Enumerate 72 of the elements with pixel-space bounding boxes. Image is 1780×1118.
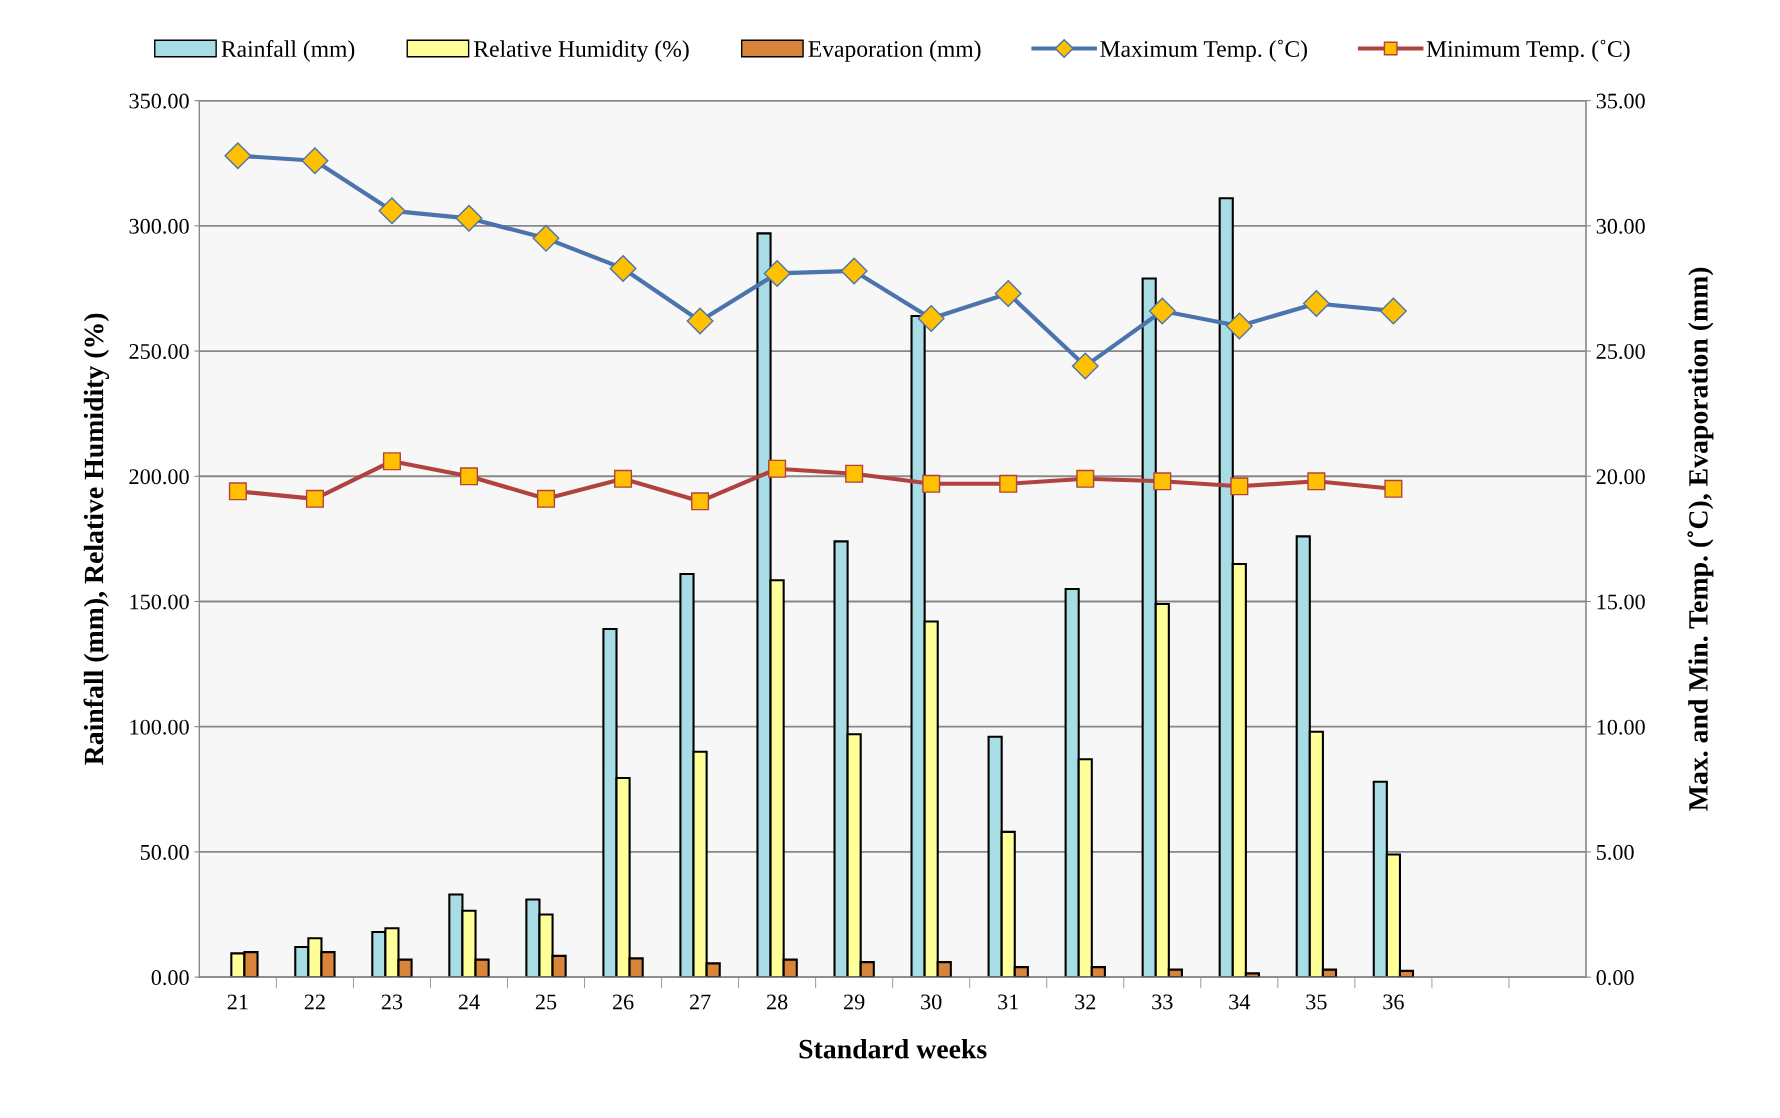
legend-label: Relative Humidity (%) [474,40,689,62]
point [536,489,556,508]
x-tick-label: 29 [844,994,865,1010]
y2-axis-title: Max. and Min. Temp. (˚C), Evaporation (mm) [1687,267,1714,811]
x-tick-label: 31 [998,994,1018,1010]
x-tick-label: 36 [1383,994,1404,1010]
point [609,254,637,282]
point [1384,479,1403,498]
y2-tick-label: 5.00 [1596,844,1634,860]
point [378,197,406,225]
legend-label: Minimum Temp. (˚C) [1426,39,1630,62]
x-tick-label: 27 [689,994,711,1010]
point [1379,297,1407,325]
y2-tick-label: 10.00 [1597,719,1645,735]
point [455,204,483,232]
point [845,464,864,483]
point [532,224,560,252]
point [1230,477,1249,496]
point [305,489,324,508]
y-tick-label: 0.00 [151,970,189,986]
x-tick-label: 26 [612,994,634,1010]
point [224,142,252,170]
point [691,492,710,511]
point [1307,472,1326,491]
point [1153,472,1172,491]
point [1071,352,1099,380]
y2-tick-label: 30.00 [1596,218,1645,234]
point [763,259,791,287]
point [994,279,1022,307]
y-tick-label: 250.00 [129,343,189,360]
y-tick-label: 100.00 [130,719,189,735]
point [686,307,714,335]
point [840,257,868,285]
point [614,469,633,488]
y2-tick-label: 0.00 [1596,970,1634,986]
y-axis-title: Rainfall (mm), Relative Humidity (%) [83,313,110,765]
x-tick-label: 34 [1229,994,1251,1010]
x-tick-label: 22 [304,994,325,1010]
y-tick-label: 150.00 [130,594,189,610]
x-tick-label: 24 [458,994,480,1010]
point [382,452,401,471]
x-tick-label: 35 [1306,994,1327,1010]
point [1148,297,1176,325]
point [1076,469,1095,488]
y2-tick-label: 15.00 [1597,594,1645,610]
point [301,147,329,175]
x-axis-title: Standard weeks [799,1038,987,1059]
point [999,474,1018,493]
point [1302,290,1330,317]
point [1225,312,1253,340]
x-tick-label: 30 [921,994,942,1010]
y-tick-label: 350.00 [129,93,189,109]
y-tick-label: 50.00 [140,844,189,860]
y2-tick-label: 35.00 [1596,93,1645,109]
x-tick-label: 23 [381,994,403,1010]
point [228,482,247,501]
x-tick-label: 28 [766,994,788,1010]
point [922,474,941,493]
x-tick-label: 25 [535,994,557,1010]
y-tick-label: 300.00 [129,218,189,234]
point [917,305,945,332]
point [459,467,479,486]
y2-tick-label: 25.00 [1596,343,1645,360]
legend-label: Evaporation (mm) [808,40,981,62]
x-tick-label: 21 [227,994,248,1010]
x-tick-label: 32 [1075,994,1096,1010]
legend-label: Maximum Temp. (˚C) [1100,39,1307,62]
x-tick-label: 33 [1152,994,1173,1010]
point [768,459,787,478]
y-tick-label: 200.00 [129,469,189,485]
y2-tick-label: 20.00 [1596,469,1645,485]
legend-label: Rainfall (mm) [221,40,355,62]
